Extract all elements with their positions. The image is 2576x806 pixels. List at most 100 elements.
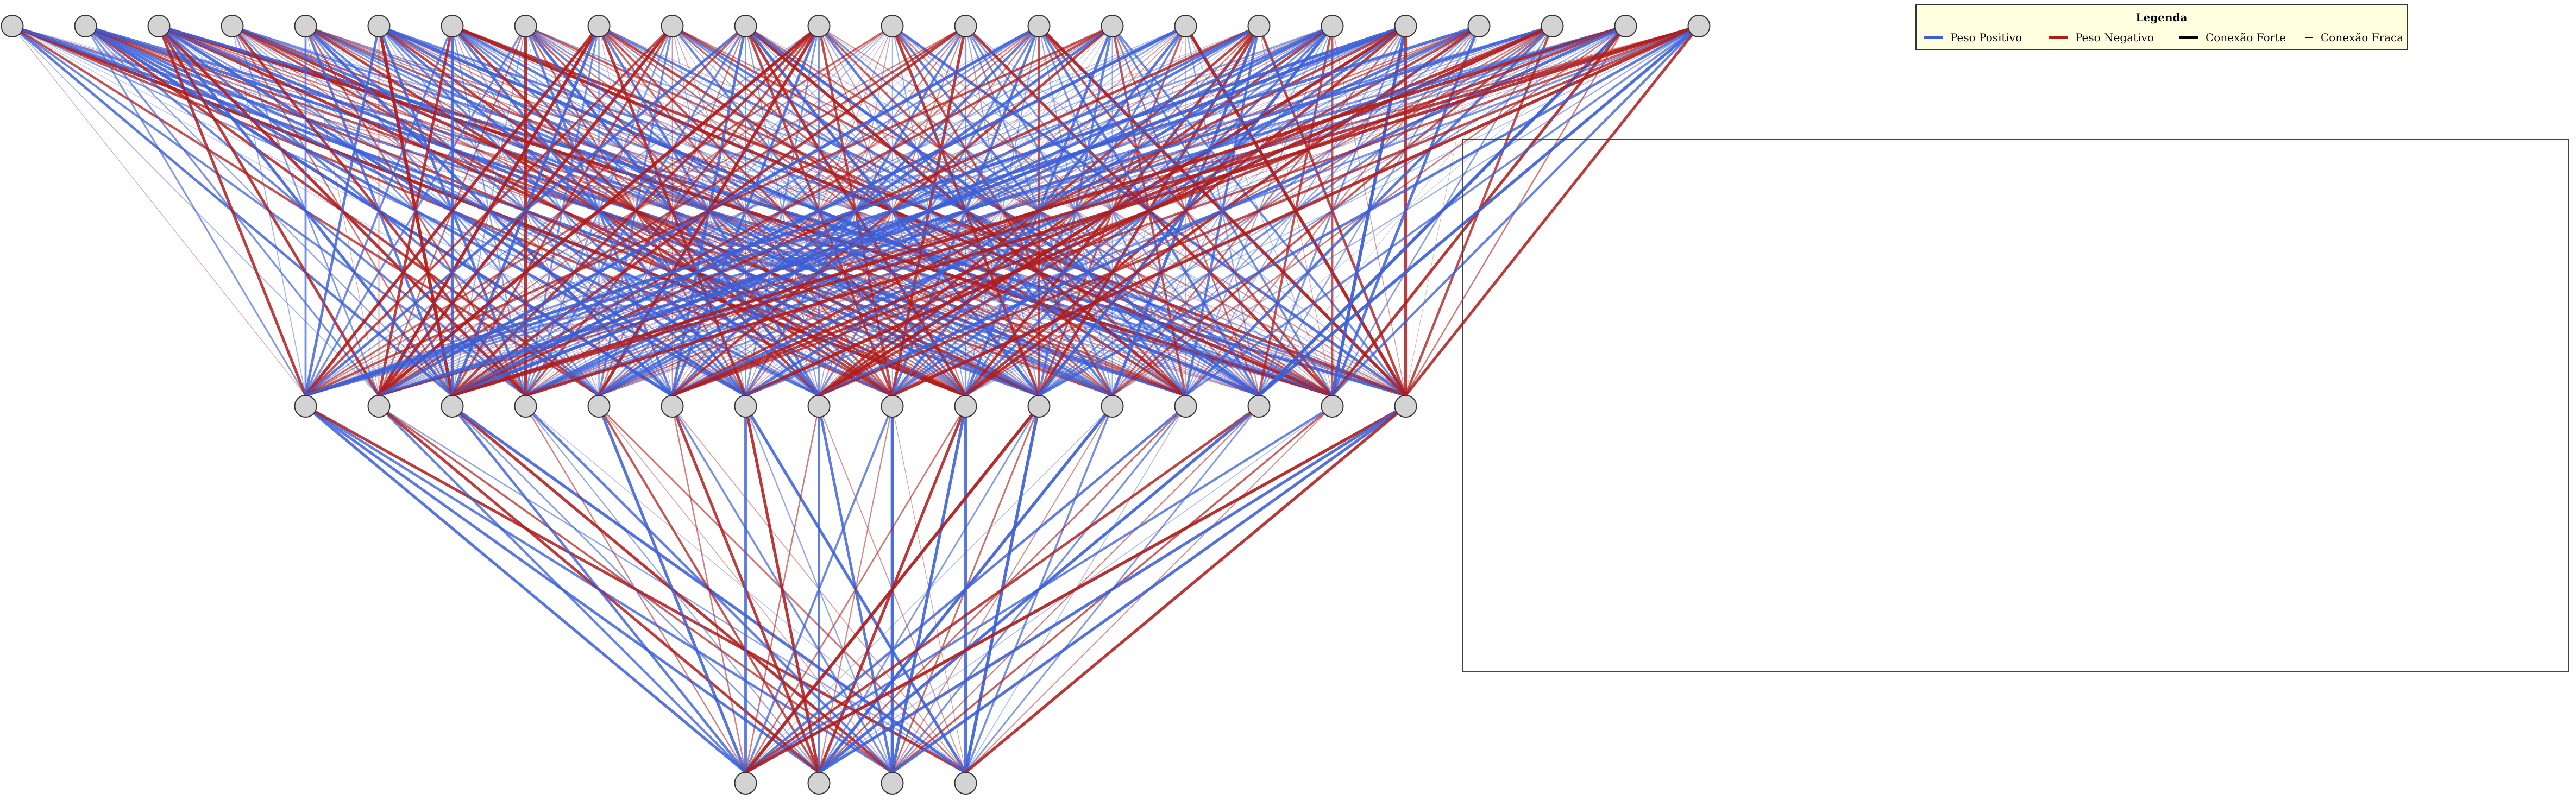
input-node [367,15,391,37]
legend-swatch-strong [2179,36,2198,39]
connection-lines [11,24,1700,774]
input-hidden-edge [818,24,1700,397]
hidden-node [881,395,904,418]
input-node [294,15,317,37]
hidden-node [734,395,757,418]
hidden-output-edge [745,406,966,773]
input-hidden-edge [891,24,1700,397]
input-hidden-edge [451,24,1700,397]
input-hidden-edge [1404,25,1700,396]
input-node [441,15,464,37]
hidden-output-edge [378,405,747,773]
legend-label-negative: Peso Negativo [2075,31,2154,44]
hidden-output-edge [964,405,1407,774]
input-hidden-edge [1258,24,1700,397]
legend-label-weak: Conexão Fraca [2321,31,2404,44]
input-hidden-edge [305,26,1186,396]
hidden-node [1321,395,1344,418]
hidden-node [954,395,977,418]
input-hidden-edge [304,26,454,396]
input-hidden-edge [305,25,1553,396]
legend-item-positive: Peso Positivo [1924,30,2022,45]
hidden-node [1247,395,1271,418]
hidden-node [1101,395,1124,418]
input-hidden-edge [671,25,1700,396]
input-node [734,15,757,37]
input-hidden-edge [525,24,1700,397]
input-hidden-edge [85,26,306,396]
input-hidden-edge [1038,24,1700,397]
input-node [807,15,831,37]
input-hidden-edge [304,26,527,396]
hidden-output-edge [451,405,747,773]
input-node [221,15,244,37]
hidden-node [587,395,611,418]
legend-label-strong: Conexão Forte [2206,31,2286,44]
hidden-output-edge [598,406,747,773]
input-node [1,15,24,37]
input-hidden-edge [599,26,1699,396]
input-hidden-edge [12,26,306,396]
input-hidden-edge [305,26,1039,396]
input-node [661,15,684,37]
input-hidden-edge [378,24,1626,397]
output-node [954,772,977,795]
hidden-node [661,395,684,418]
input-node [1467,15,1491,37]
input-node [1394,15,1417,37]
input-hidden-edge [305,26,1699,396]
input-node [954,15,977,37]
output-node [807,772,831,795]
hidden-node [367,395,391,418]
hidden-output-edge [745,406,1113,773]
input-node [1614,15,1637,37]
input-hidden-edge [965,26,1699,396]
hidden-node [294,395,317,418]
input-hidden-edge [305,26,820,396]
input-hidden-edge [305,25,893,396]
hidden-output-edge [745,405,1260,773]
input-hidden-edge [451,25,1040,396]
input-node [74,15,97,37]
neuron-nodes [1,15,1711,795]
hidden-output-edge [891,405,1407,774]
input-hidden-edge [305,25,1626,396]
input-node [1321,15,1344,37]
hidden-output-edge [304,405,747,773]
input-hidden-edge [158,26,307,396]
hidden-node [1027,395,1051,418]
input-node [1247,15,1271,37]
hidden-output-edge [818,405,1406,774]
hidden-node [807,395,831,418]
legend-swatch-positive [1924,36,1943,39]
input-hidden-edge [305,24,1406,397]
legend-swatch-weak [2305,37,2313,38]
input-hidden-edge [305,25,966,396]
hidden-output-edge [745,406,820,773]
input-hidden-edge [304,25,600,396]
hidden-output-edge [525,406,746,773]
input-node [1687,15,1711,37]
hidden-output-edge [744,405,1187,773]
input-node [587,15,611,37]
input-node [147,15,171,37]
input-node [1174,15,1197,37]
legend-label-positive: Peso Positivo [1950,31,2022,44]
legend-title: Legenda [2135,11,2188,24]
output-node [881,772,904,795]
input-node [1027,15,1051,37]
input-hidden-edge [305,25,1333,396]
input-node [881,15,904,37]
input-hidden-edge [745,25,1700,396]
input-hidden-edge [379,25,1699,396]
hidden-node [441,395,464,418]
input-node [1541,15,1564,37]
legend-item-negative: Peso Negativo [2049,30,2154,45]
hidden-node [1394,395,1417,418]
input-node [514,15,537,37]
hidden-output-edge [744,406,894,773]
hidden-output-edge [745,405,1333,773]
hidden-output-edge [671,406,746,773]
input-hidden-edge [1331,25,1700,396]
